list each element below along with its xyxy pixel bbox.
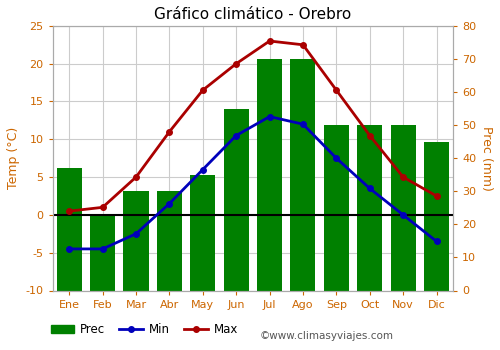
Text: ©www.climasyviajes.com: ©www.climasyviajes.com <box>260 331 394 341</box>
Bar <box>56 168 82 290</box>
Y-axis label: Temp (°C): Temp (°C) <box>7 127 20 189</box>
Bar <box>157 191 182 290</box>
Bar <box>224 108 248 290</box>
Bar <box>424 142 449 290</box>
Bar <box>90 215 115 290</box>
Bar <box>357 125 382 290</box>
Bar <box>124 191 148 290</box>
Bar <box>290 59 316 290</box>
Bar <box>257 59 282 290</box>
Bar <box>324 125 349 290</box>
Legend: Prec, Min, Max: Prec, Min, Max <box>46 318 242 341</box>
Title: Gráfico climático - Orebro: Gráfico climático - Orebro <box>154 7 352 22</box>
Bar <box>190 175 216 290</box>
Y-axis label: Prec (mm): Prec (mm) <box>480 126 493 191</box>
Bar <box>390 125 415 290</box>
